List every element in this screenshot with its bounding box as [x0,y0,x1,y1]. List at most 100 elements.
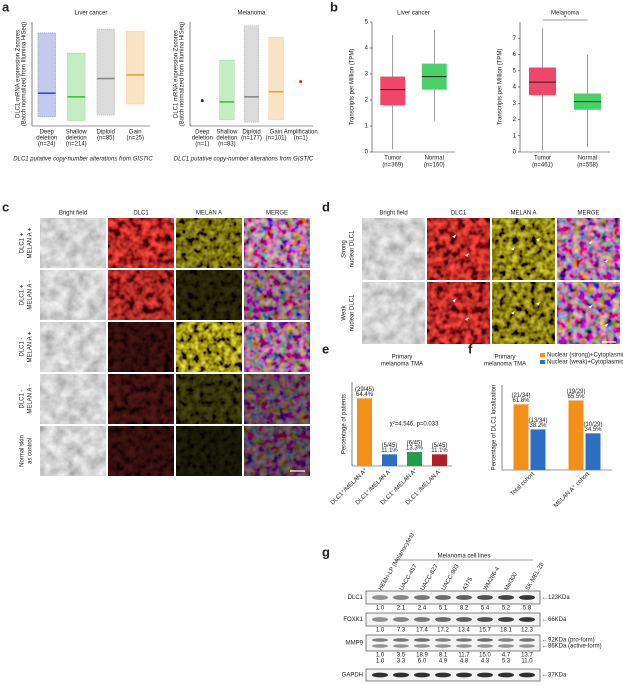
bar [407,452,422,466]
column-header: MERGE [577,211,599,217]
box [380,76,406,106]
quantification: 11.7 [458,653,470,659]
band [498,644,514,648]
band [456,617,472,622]
band [477,672,493,678]
lane-label: Mel300 [504,571,519,592]
arrowhead [464,317,469,321]
value-label: (19/29) [566,389,585,395]
arrowhead [452,234,457,239]
point-cloud [67,52,86,121]
arrowhead [452,298,457,303]
bar [585,433,601,470]
column-header: MELAN A [510,211,536,217]
quantification: 4.8 [460,659,469,665]
y-tick-label: 4 [365,46,369,52]
quantification: 15.7 [479,628,491,634]
x-tick-label: Gain [270,130,283,136]
arrowhead [588,304,593,309]
y-tick-label: 0 [513,150,517,156]
micrograph [244,270,310,320]
micrograph [40,426,106,476]
chart-title: Melanoma [237,11,266,17]
lane-label: UACC-457 [399,563,419,592]
quantification: 7.3 [397,628,406,634]
quantification: 13.7 [521,653,533,659]
value-label: 13.3% [406,446,424,452]
band [435,638,451,642]
lane-label: A375 [462,576,475,592]
row-label: FOXK1 [343,617,363,623]
y-tick-label: 4 [513,85,517,91]
quantification: 1.0 [376,659,385,665]
micrograph [108,426,174,476]
arrowhead [510,311,515,315]
point-cloud [96,29,115,116]
band [435,595,451,600]
panel-letter: g [322,544,330,559]
blot-frame [365,634,541,652]
n-label: (n=85) [97,136,115,142]
micrograph [176,218,242,268]
row-label: nuclear DLC1 [350,230,356,267]
y-axis-label: DLC1 mRNA expression Zscores [16,30,22,118]
value-label: (13/34) [528,418,547,424]
band [393,644,409,648]
quantification: 17.4 [416,628,428,634]
n-label: (n=1) [294,136,308,142]
micrograph [108,374,174,424]
n-label: (n=83) [218,142,236,148]
n-label: (n=369) [382,163,403,169]
quantification: 1.0 [376,606,385,612]
quantification: 2.4 [418,606,427,612]
quantification: 12.3 [521,628,533,634]
value-label: 61.8% [512,398,530,404]
column-header: MERGE [266,211,288,217]
band [393,638,409,642]
row-label: DLC1 + [20,284,26,305]
value-label: 11.1% [431,448,448,454]
quantification: 17.2 [437,628,449,634]
x-tick-label: Deep [40,130,55,136]
quantification: 13.4 [458,628,470,634]
y-tick-label: 7 [513,36,517,42]
lane-label: UACC-827 [420,563,440,592]
panel-letter: e [322,341,329,356]
band [456,672,472,678]
x-axis-label: DLC1 putative copy-number alterations fr… [174,157,314,163]
x-axis-label: DLC1 putative copy-number alterations fr… [13,157,153,163]
y-tick-label: 5 [365,20,369,26]
bar [530,429,546,470]
point-cloud [243,25,260,123]
y-tick-label: 0 [365,150,369,156]
size-marker: ←92KDa (pro-form) [542,638,595,644]
legend-swatch [540,353,545,357]
y-axis-label: (Batch normalized from Illumina HiSeq) [180,22,186,126]
band [498,595,514,600]
row-label: MELAN A - [28,384,34,413]
micrograph [176,322,242,372]
row-label: DLC1 - [20,389,26,408]
value-label: (5/45) [382,443,398,449]
n-label: (n=160) [424,163,445,169]
row-label: Normal skin [20,435,26,467]
quantification: 1.0 [376,628,385,634]
micrograph [40,218,106,268]
n-label: (n=101) [266,136,287,142]
annotation: χ²=4.546, p=0.033 [390,422,440,428]
micrograph [244,426,310,476]
band [519,595,535,600]
y-tick-label: 3 [513,101,517,107]
band [498,617,514,622]
panel-letter: f [468,341,473,356]
band [393,617,409,622]
micrograph [492,218,555,280]
x-tick-label: deletion [216,136,237,142]
micrograph [362,218,425,280]
x-tick-label: Diploid [242,130,260,136]
quantification: 15.0 [479,653,491,659]
n-label: (n=24) [38,142,56,148]
x-tick-label: deletion [66,136,87,142]
quantification: 8.2 [460,606,469,612]
value-label: (6/45) [407,441,423,447]
